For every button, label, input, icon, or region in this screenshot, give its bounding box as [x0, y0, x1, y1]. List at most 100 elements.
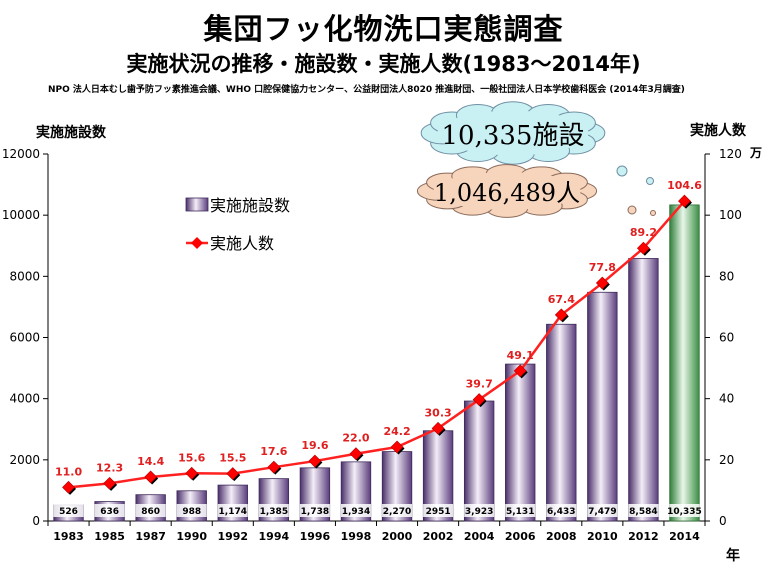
left-tick-label: 6000 — [9, 331, 40, 345]
bar-label: 7,479 — [588, 507, 616, 517]
bar-label: 860 — [141, 507, 160, 517]
x-tick-label: 2010 — [587, 530, 618, 543]
marker — [62, 480, 75, 494]
line-label: 89.2 — [630, 226, 657, 239]
x-tick-label: 1987 — [135, 530, 166, 543]
right-tick-label: 120 — [719, 147, 742, 161]
bar — [669, 204, 700, 522]
bar-label-bg — [423, 504, 454, 517]
bar-label-bg — [587, 504, 618, 517]
bar-label-bg — [299, 504, 330, 517]
bar — [505, 363, 536, 522]
x-tick-label: 2014 — [669, 530, 700, 543]
bar-label: 5,131 — [506, 507, 534, 517]
marker — [185, 466, 199, 480]
bar-label-bg — [217, 504, 248, 517]
line-label: 49.1 — [507, 349, 534, 362]
bar-label: 2,270 — [383, 507, 411, 517]
bar-label: 8,584 — [629, 507, 657, 517]
thought-bubble — [650, 210, 656, 216]
marker — [349, 447, 363, 461]
line-label: 15.6 — [178, 451, 205, 464]
x-tick-label: 1983 — [53, 530, 84, 543]
x-tick-label: 1994 — [259, 530, 290, 543]
facilities-callout-text: 10,335施設 — [442, 121, 585, 151]
bar-label-bg — [546, 504, 577, 517]
line-label: 19.6 — [301, 439, 328, 452]
bar-label-bg — [340, 504, 371, 517]
bar-label: 636 — [100, 507, 119, 517]
marker — [144, 470, 158, 484]
marker — [513, 364, 527, 378]
x-tick-label: 2000 — [382, 530, 413, 543]
legend-line-label: 実施人数 — [210, 234, 274, 253]
line-label: 39.7 — [466, 378, 493, 391]
left-tick-label: 10000 — [2, 208, 40, 222]
marker — [103, 476, 117, 490]
bar-label: 988 — [182, 507, 201, 517]
legend-marker-swatch — [191, 237, 203, 249]
bar-label: 2951 — [426, 507, 451, 517]
left-tick-label: 12000 — [2, 147, 40, 161]
bar-label-bg — [53, 504, 84, 517]
bar-label-bg — [505, 504, 536, 517]
line-label: 77.8 — [589, 261, 616, 274]
x-tick-label: 2008 — [546, 530, 577, 543]
bar — [546, 323, 577, 522]
line-label: 22.0 — [342, 432, 369, 445]
line-label: 12.3 — [96, 461, 123, 474]
source-note: NPO 法人日本むし歯予防フッ素推進会議、WHO 口腔保健協力センター、公益財団… — [48, 85, 685, 95]
right-tick-label: 100 — [719, 208, 742, 222]
bar — [628, 258, 659, 522]
marker — [554, 308, 568, 322]
thought-bubble — [627, 205, 637, 215]
thought-bubble — [616, 165, 628, 177]
x-tick-label: 2002 — [423, 530, 454, 543]
series-line — [68, 200, 686, 489]
bar-label: 10,335 — [667, 507, 702, 517]
left-tick-label: 8000 — [9, 269, 40, 283]
line-label: 15.5 — [219, 452, 246, 465]
marker — [431, 421, 445, 435]
chart-title: 集団フッ化物洗口実態調査 — [203, 12, 564, 46]
left-tick-label: 2000 — [9, 453, 40, 467]
right-axis-unit: 万 — [750, 146, 763, 160]
bar-label: 1,738 — [301, 507, 329, 517]
line-label: 11.0 — [55, 465, 82, 478]
bar-label: 1,174 — [219, 507, 247, 517]
people-cloud-body — [433, 172, 581, 210]
bar-label: 3,923 — [465, 507, 493, 517]
bar-label-bg — [628, 504, 659, 517]
line-label: 17.6 — [260, 445, 287, 458]
marker — [267, 460, 281, 474]
marker — [308, 454, 322, 468]
marker — [678, 194, 691, 208]
line-series: 11.0 12.3 14.4 15.6 15.5 17.6 19.6 22.0 24.2 30.3… — [55, 179, 702, 495]
bar-label-bg — [382, 504, 413, 517]
bar-label: 526 — [59, 507, 78, 517]
legend-bar-label: 実施施設数 — [210, 196, 290, 215]
line-label: 104.6 — [667, 179, 702, 192]
bar — [587, 291, 618, 522]
marker — [472, 393, 486, 407]
bar-label-bg — [464, 504, 495, 517]
x-axis-unit: 年 — [726, 548, 740, 564]
x-tick-label: 2004 — [464, 530, 495, 543]
chart-subtitle: 実施状況の推移・施設数・実施人数(1983～2014年) — [126, 52, 641, 76]
right-tick-label: 80 — [719, 269, 734, 283]
bar-label: 6,433 — [547, 507, 575, 517]
marker — [636, 241, 650, 255]
bar-label-bg — [94, 504, 125, 517]
marker — [595, 276, 609, 290]
line-label: 14.4 — [137, 455, 164, 468]
legend-bar-swatch — [185, 197, 209, 212]
line-label: 30.3 — [425, 406, 452, 419]
bar-label-bg — [258, 504, 289, 517]
thought-bubble — [646, 177, 654, 185]
line-label: 67.4 — [548, 293, 575, 306]
people-callout-text: 1,046,489人 — [434, 179, 580, 207]
x-tick-label: 1985 — [94, 530, 125, 543]
right-axis-title: 実施人数 — [690, 123, 746, 139]
right-tick-label: 40 — [719, 392, 734, 406]
